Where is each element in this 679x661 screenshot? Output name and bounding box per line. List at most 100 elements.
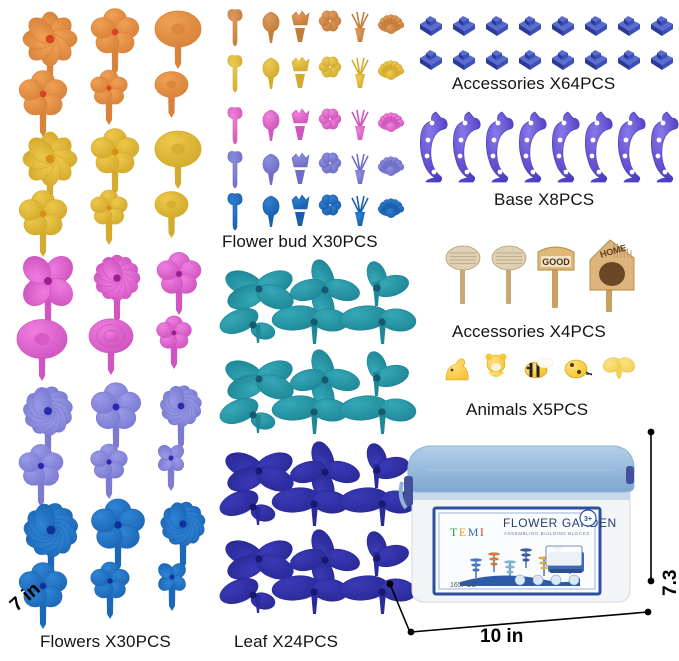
flower-piece bbox=[18, 444, 64, 507]
leaf-piece bbox=[219, 577, 276, 613]
accessory-cube bbox=[420, 50, 442, 70]
flower-piece bbox=[156, 252, 202, 315]
flower-piece bbox=[157, 444, 185, 491]
flower-bud-piece bbox=[262, 57, 280, 89]
flower-bud-piece bbox=[351, 11, 369, 42]
flower-bud-piece bbox=[227, 151, 243, 189]
accessory-cube bbox=[552, 50, 574, 70]
leaf-label: Leaf X24PCS bbox=[234, 632, 339, 651]
flower-bud-piece bbox=[351, 57, 369, 88]
flower-piece bbox=[91, 498, 145, 571]
box-age-badge: 3+ bbox=[584, 516, 592, 523]
sign-piece: GOOD bbox=[537, 246, 575, 308]
accessory-cube bbox=[585, 16, 607, 36]
flower-bud-piece bbox=[262, 153, 280, 185]
leaf-piece bbox=[271, 305, 349, 344]
flower-piece bbox=[154, 191, 189, 238]
flower-bud-piece bbox=[262, 109, 280, 141]
flower-piece bbox=[154, 130, 202, 189]
accessory-cube bbox=[552, 16, 574, 36]
leaf-piece bbox=[366, 351, 409, 396]
accessory-cube bbox=[618, 16, 640, 36]
flower-bud-piece bbox=[227, 193, 243, 231]
base-piece bbox=[485, 111, 514, 183]
flower-bud-piece bbox=[318, 10, 342, 32]
leaf-piece bbox=[339, 487, 417, 526]
accessory-cube bbox=[453, 50, 475, 70]
leaf-piece bbox=[366, 443, 409, 488]
accessory-cube bbox=[651, 50, 673, 70]
dimension-height-label: 7.3 in bbox=[660, 569, 679, 596]
base-piece bbox=[584, 111, 613, 183]
leaf-piece bbox=[271, 487, 349, 526]
flower-piece bbox=[160, 501, 206, 569]
flower-piece bbox=[90, 128, 140, 195]
animal-butterfly bbox=[603, 357, 635, 379]
flowers-label: Flowers X30PCS bbox=[40, 632, 171, 651]
flower-piece bbox=[22, 11, 78, 89]
leaf-piece bbox=[339, 395, 417, 434]
sign-piece: HOME bbox=[589, 239, 635, 312]
flower-bud-piece bbox=[291, 56, 310, 88]
flower-piece bbox=[90, 69, 128, 125]
leaf-piece bbox=[225, 452, 294, 492]
accessory-cube bbox=[486, 16, 508, 36]
accessory-cube bbox=[618, 50, 640, 70]
base-piece bbox=[650, 111, 679, 183]
box-brand-text: TEMI bbox=[450, 525, 485, 539]
flower-piece bbox=[90, 561, 130, 619]
leaf-piece bbox=[290, 529, 360, 591]
leaf-piece bbox=[339, 305, 417, 344]
leaf-piece bbox=[219, 307, 276, 343]
leaf-piece bbox=[366, 261, 409, 306]
leaf-piece bbox=[290, 259, 360, 321]
flower-piece bbox=[18, 70, 68, 137]
accessory-cube bbox=[519, 16, 541, 36]
base-piece bbox=[551, 111, 580, 183]
flower-bud-piece bbox=[262, 11, 280, 43]
flower-bud-piece bbox=[227, 9, 243, 47]
flower-piece bbox=[90, 443, 128, 499]
animal-ladybug bbox=[564, 359, 593, 379]
accessory-cube bbox=[519, 50, 541, 70]
base-piece bbox=[617, 111, 646, 183]
dimension-width-label: 10 in bbox=[480, 626, 524, 647]
flower-piece bbox=[18, 562, 68, 629]
flower-bud-piece bbox=[351, 109, 369, 140]
base-piece bbox=[452, 111, 481, 183]
flower-piece bbox=[88, 318, 134, 375]
flower-bud-piece bbox=[291, 108, 310, 140]
accessory-cube bbox=[651, 16, 673, 36]
accessory-cube bbox=[486, 50, 508, 70]
animal-bear bbox=[485, 353, 507, 377]
leaf-piece bbox=[225, 270, 294, 310]
leaf-piece bbox=[366, 531, 409, 576]
flower-bud-piece bbox=[377, 60, 405, 80]
box-subtitle-text: ASSEMBLING BUILDING BLOCKS bbox=[504, 531, 590, 536]
flower-piece bbox=[16, 319, 68, 381]
sign-piece bbox=[445, 245, 481, 304]
flower-bud-piece bbox=[318, 56, 342, 78]
flower-piece bbox=[22, 131, 78, 209]
flower-piece bbox=[156, 315, 192, 369]
sign-good-text: GOOD bbox=[542, 257, 570, 267]
flower-bud-piece bbox=[262, 195, 280, 227]
flower-piece bbox=[90, 382, 142, 451]
animals-label: Animals X5PCS bbox=[466, 400, 589, 419]
leaf-piece bbox=[219, 397, 276, 433]
accessory-cube bbox=[585, 50, 607, 70]
flower-bud-piece bbox=[377, 14, 405, 34]
flower-bud-piece bbox=[377, 112, 405, 132]
base-label: Base X8PCS bbox=[494, 190, 595, 209]
flower-bud-piece bbox=[351, 153, 369, 184]
flower-piece bbox=[90, 8, 140, 75]
leaf-piece bbox=[339, 575, 417, 614]
animal-bee bbox=[524, 357, 554, 379]
accessory-cube bbox=[453, 16, 475, 36]
accessories-signs-label: Accessories X4PCS bbox=[452, 322, 606, 341]
base-piece bbox=[518, 111, 547, 183]
flower-bud-piece bbox=[318, 108, 342, 130]
flower-bud-piece bbox=[377, 198, 405, 218]
